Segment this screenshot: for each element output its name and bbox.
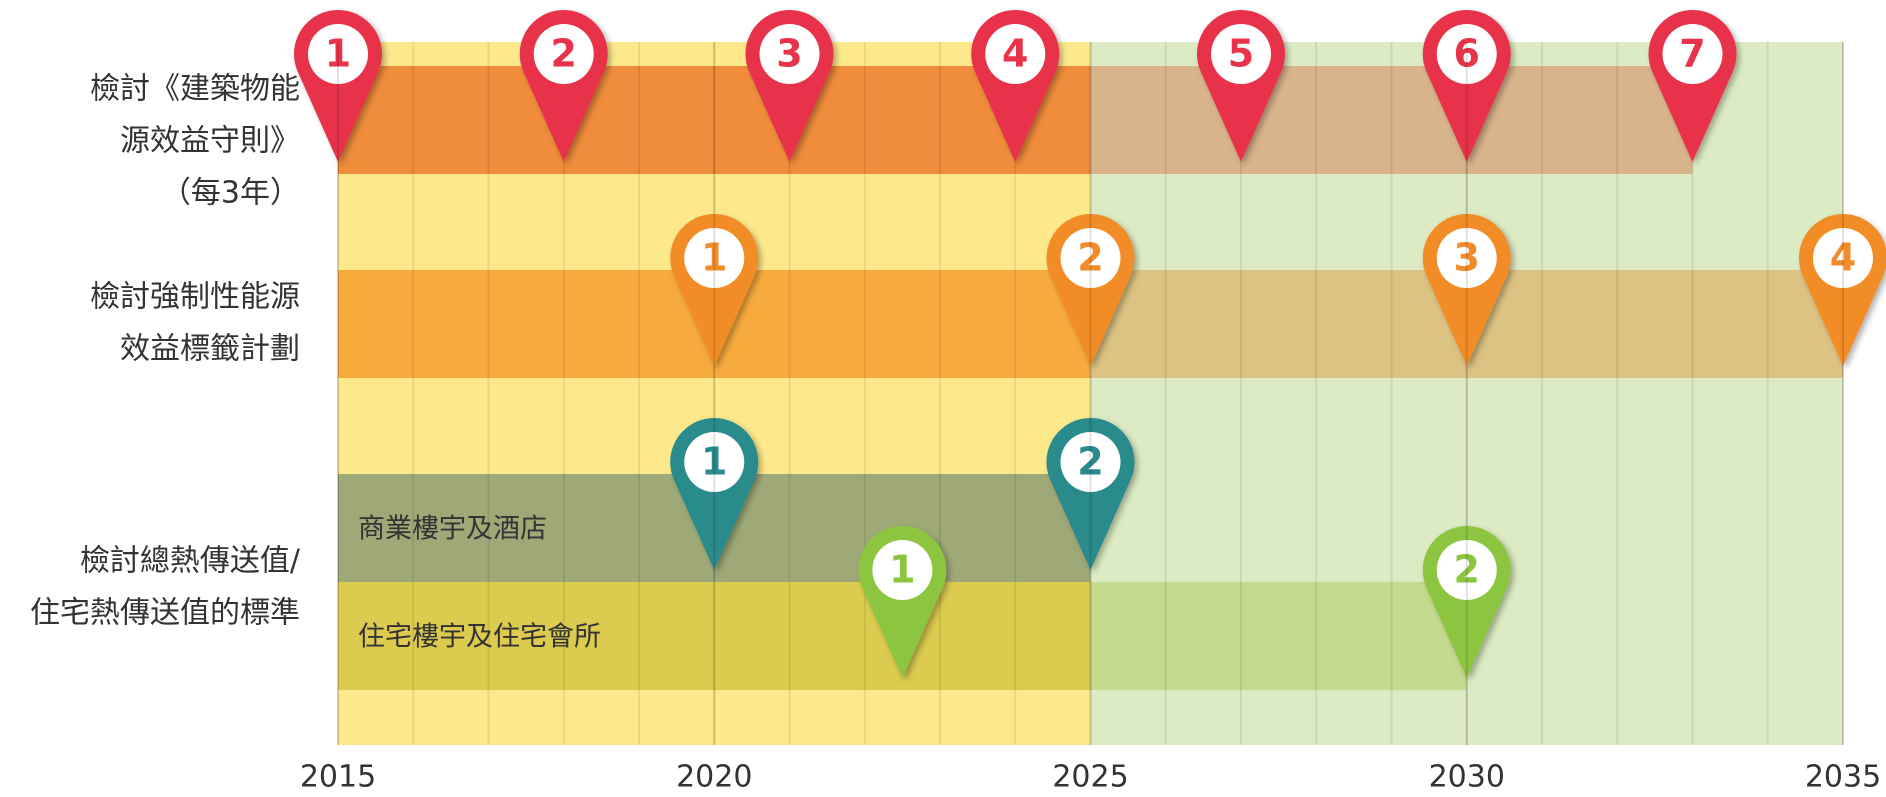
pin-inner	[308, 24, 368, 84]
row-label: 檢討總熱傳送值/	[80, 544, 301, 579]
pin-inner	[1060, 228, 1121, 288]
pin-inner	[533, 24, 594, 84]
lane-name: 商業樓宇及酒店	[358, 514, 547, 545]
pin-inner	[1060, 432, 1121, 492]
pin-inner	[1662, 24, 1723, 84]
milestone-pin: 1	[858, 526, 947, 678]
row-label: 檢討強制性能源	[90, 280, 300, 315]
milestone-pin: 2	[1422, 525, 1511, 678]
pin-number: 1	[325, 32, 351, 76]
milestone-pin: 5	[1197, 10, 1285, 162]
row-label: 源效益守則》	[120, 124, 300, 159]
pin-inner	[1436, 540, 1497, 600]
row-label: 檢討《建築物能	[90, 72, 300, 107]
pin-number: 4	[1830, 236, 1856, 280]
pin-inner	[985, 24, 1046, 84]
pin-number: 1	[701, 440, 727, 484]
milestone-pin: 2	[1046, 418, 1135, 570]
x-tick-label: 2035	[1805, 760, 1881, 795]
pin-number: 2	[1077, 236, 1103, 280]
pin-inner	[684, 432, 745, 492]
lane-segment	[1090, 66, 1693, 174]
milestone-pin: 3	[1422, 213, 1511, 366]
milestone-pin: 6	[1422, 9, 1511, 163]
milestone-pin: 3	[745, 10, 834, 162]
pin-number: 2	[1077, 440, 1103, 484]
pin-number: 7	[1679, 32, 1705, 76]
milestone-pin: 4	[971, 10, 1060, 162]
milestone-pin: 4	[1799, 213, 1886, 366]
pin-inner	[1813, 228, 1873, 288]
milestone-pin: 1	[294, 10, 382, 163]
pin-inner	[759, 24, 820, 84]
pin-inner	[872, 540, 933, 600]
pin-number: 6	[1454, 32, 1480, 76]
pin-inner	[1436, 24, 1497, 84]
x-tick-label: 2015	[300, 760, 376, 795]
pin-number: 3	[776, 32, 802, 76]
milestone-pin: 1	[670, 418, 759, 570]
lane-segment	[338, 66, 1091, 174]
pin-inner	[1211, 24, 1271, 84]
milestone-pin: 2	[1046, 214, 1135, 366]
x-tick-label: 2030	[1429, 760, 1505, 795]
row-label: 住宅熱傳送值的標準	[30, 596, 300, 631]
row-label: （每3年）	[161, 176, 300, 211]
x-tick-label: 2020	[676, 760, 752, 795]
pin-inner	[684, 228, 745, 288]
row-label: 效益標籤計劃	[120, 332, 300, 367]
milestone-pin: 7	[1648, 10, 1737, 162]
pin-number: 1	[701, 236, 727, 280]
pin-number: 4	[1002, 32, 1028, 76]
lane-name: 住宅樓宇及住宅會所	[358, 622, 601, 653]
pin-number: 2	[551, 32, 577, 76]
pin-number: 5	[1228, 32, 1254, 76]
pin-inner	[1436, 228, 1497, 288]
pin-number: 3	[1454, 236, 1480, 280]
lane-segment	[338, 582, 1091, 690]
milestone-pin: 2	[519, 10, 608, 162]
lane-segment	[1090, 582, 1467, 690]
pin-number: 2	[1454, 548, 1480, 592]
x-tick-label: 2025	[1052, 760, 1128, 795]
pin-number: 1	[889, 548, 915, 592]
milestone-pin: 1	[670, 214, 759, 366]
